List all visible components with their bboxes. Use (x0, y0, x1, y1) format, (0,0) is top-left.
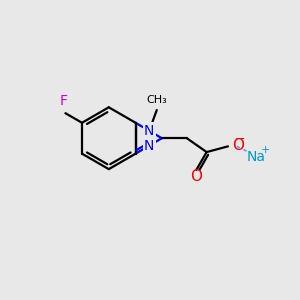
Text: CH₃: CH₃ (146, 95, 167, 105)
Text: −: − (235, 134, 246, 146)
Text: O: O (232, 138, 244, 153)
Text: O: O (190, 169, 202, 184)
Text: F: F (60, 94, 68, 108)
Text: N: N (144, 139, 154, 153)
Text: +: + (261, 145, 270, 155)
Text: Na: Na (246, 150, 266, 164)
Text: N: N (144, 124, 154, 138)
